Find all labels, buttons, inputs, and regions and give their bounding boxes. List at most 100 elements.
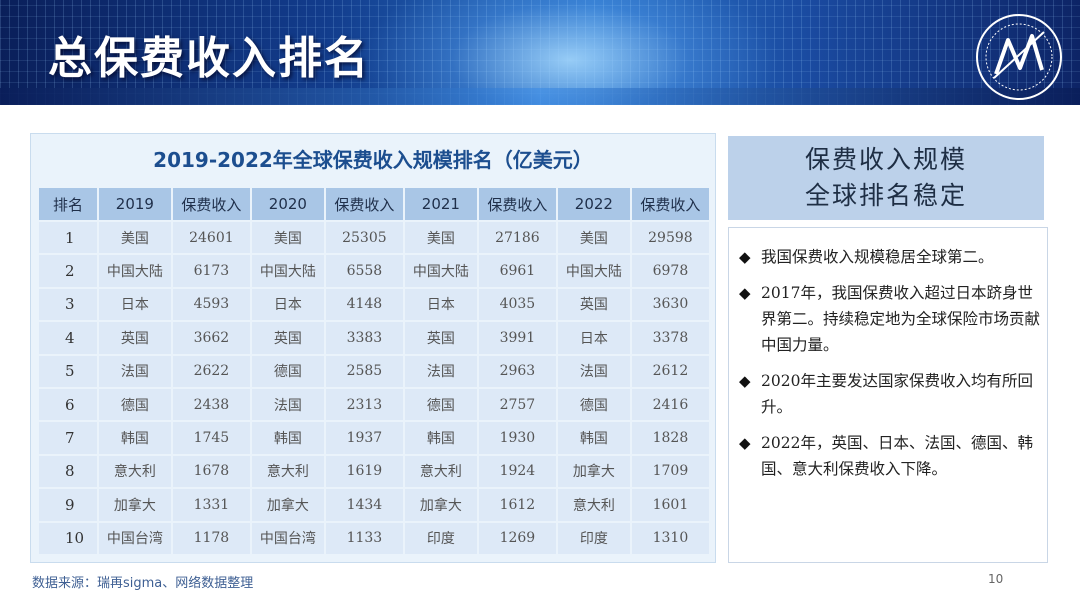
country-cell: 德国 [557,388,630,421]
premium-value-cell: 4148 [325,288,403,321]
column-header: 2021 [404,188,477,220]
brand-logo-icon [976,14,1062,100]
country-cell: 意大利 [98,455,171,488]
country-cell: 法国 [557,355,630,387]
premium-value-cell: 2612 [631,355,709,387]
premium-value-cell: 2622 [172,355,250,387]
country-cell: 印度 [404,522,477,554]
summary-heading: 保费收入规模 全球排名稳定 [728,136,1044,220]
rank-cell: 4 [39,322,97,354]
rank-cell: 10 [39,522,97,554]
country-cell: 意大利 [404,455,477,488]
country-cell: 美国 [98,222,171,254]
premium-value-cell: 6978 [631,255,709,287]
banner-grid-pattern [0,0,1080,105]
country-cell: 法国 [98,355,171,387]
country-cell: 美国 [557,222,630,254]
bullet-item: ◆ 2022年，英国、日本、法国、德国、韩国、意大利保费收入下降。 [737,430,1041,482]
country-cell: 中国大陆 [98,255,171,287]
column-header: 2020 [251,188,324,220]
premium-value-cell: 1619 [325,455,403,488]
bullet-item: ◆ 2020年主要发达国家保费收入均有所回升。 [737,368,1041,420]
table-row: 10 中国台湾 1178 中国台湾 1133 印度 1269 印度 1310 [39,522,709,554]
table-row: 9 加拿大 1331 加拿大 1434 加拿大 1612 意大利 1601 [39,489,709,521]
premium-value-cell: 1937 [325,422,403,454]
table-title: 2019-2022年全球保费收入规模排名（亿美元） [153,148,593,172]
premium-value-cell: 6173 [172,255,250,287]
column-header: 保费收入 [478,188,556,220]
premium-value-cell: 1924 [478,455,556,488]
rank-cell: 3 [39,288,97,321]
ranking-table-panel: 2019-2022年全球保费收入规模排名（亿美元） 排名 2019 保费收入 2… [30,133,716,563]
country-cell: 日本 [251,288,324,321]
bullet-text: 我国保费收入规模稳居全球第二。 [761,248,994,266]
banner-glow [360,0,780,105]
bullet-text: 2020年主要发达国家保费收入均有所回升。 [761,372,1033,416]
bullet-text: 2022年，英国、日本、法国、德国、韩国、意大利保费收入下降。 [761,434,1033,478]
country-cell: 加拿大 [98,489,171,521]
premium-value-cell: 2438 [172,388,250,421]
country-cell: 韩国 [404,422,477,454]
premium-value-cell: 3378 [631,322,709,354]
country-cell: 加拿大 [557,455,630,488]
country-cell: 日本 [404,288,477,321]
table-row: 5 法国 2622 德国 2585 法国 2963 法国 2612 [39,355,709,387]
column-header: 保费收入 [631,188,709,220]
premium-ranking-table: 排名 2019 保费收入 2020 保费收入 2021 保费收入 2022 保费… [37,186,711,556]
country-cell: 英国 [251,322,324,354]
country-cell: 德国 [251,355,324,387]
country-cell: 中国大陆 [557,255,630,287]
column-header: 2019 [98,188,171,220]
table-row: 4 英国 3662 英国 3383 英国 3991 日本 3378 [39,322,709,354]
country-cell: 美国 [404,222,477,254]
premium-value-cell: 24601 [172,222,250,254]
premium-value-cell: 1930 [478,422,556,454]
premium-value-cell: 1178 [172,522,250,554]
premium-value-cell: 1745 [172,422,250,454]
country-cell: 印度 [557,522,630,554]
country-cell: 德国 [98,388,171,421]
summary-heading-line1: 保费收入规模 [804,145,967,174]
rank-cell: 9 [39,489,97,521]
diamond-bullet-icon: ◆ [739,284,751,302]
bullet-item: ◆ 我国保费收入规模稳居全球第二。 [737,244,1041,270]
country-cell: 中国台湾 [98,522,171,554]
premium-value-cell: 1601 [631,489,709,521]
summary-bullets: ◆ 我国保费收入规模稳居全球第二。 ◆ 2017年，我国保费收入超过日本跻身世界… [728,227,1048,563]
rank-cell: 8 [39,455,97,488]
country-cell: 中国台湾 [251,522,324,554]
premium-value-cell: 29598 [631,222,709,254]
country-cell: 英国 [404,322,477,354]
header-banner: 总保费收入排名 [0,0,1080,105]
banner-stripe [0,88,1080,105]
country-cell: 德国 [404,388,477,421]
country-cell: 日本 [557,322,630,354]
premium-value-cell: 4593 [172,288,250,321]
premium-value-cell: 1678 [172,455,250,488]
premium-value-cell: 3630 [631,288,709,321]
premium-value-cell: 4035 [478,288,556,321]
column-header: 排名 [39,188,97,220]
rank-cell: 2 [39,255,97,287]
rank-cell: 6 [39,388,97,421]
premium-value-cell: 2585 [325,355,403,387]
premium-value-cell: 2313 [325,388,403,421]
premium-value-cell: 1331 [172,489,250,521]
premium-value-cell: 1133 [325,522,403,554]
country-cell: 韩国 [251,422,324,454]
country-cell: 英国 [98,322,171,354]
bullet-text: 2017年，我国保费收入超过日本跻身世界第二。持续稳定地为全球保险市场贡献中国力… [761,284,1041,354]
country-cell: 韩国 [98,422,171,454]
premium-value-cell: 2757 [478,388,556,421]
premium-value-cell: 3991 [478,322,556,354]
diamond-bullet-icon: ◆ [739,434,751,452]
summary-heading-line2: 全球排名稳定 [804,181,967,210]
table-row: 2 中国大陆 6173 中国大陆 6558 中国大陆 6961 中国大陆 6978 [39,255,709,287]
column-header: 保费收入 [172,188,250,220]
table-body: 1 美国 24601 美国 25305 美国 27186 美国 29598 2 中国大陆 6173 中国… [39,222,709,554]
table-row: 7 韩国 1745 韩国 1937 韩国 1930 韩国 1828 [39,422,709,454]
rank-cell: 1 [39,222,97,254]
diamond-bullet-icon: ◆ [739,372,751,390]
premium-value-cell: 1612 [478,489,556,521]
country-cell: 日本 [98,288,171,321]
